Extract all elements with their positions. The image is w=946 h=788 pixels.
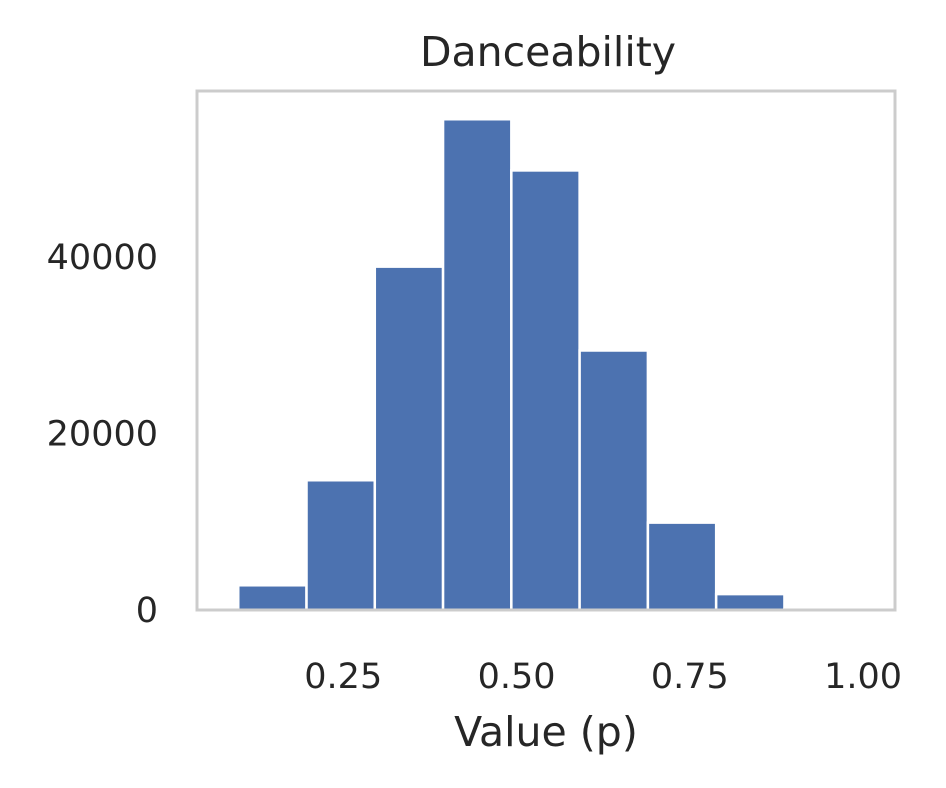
y-tick-label: 40000 (47, 238, 158, 278)
histogram-bar (441, 117, 513, 612)
plot-frame (195, 89, 897, 612)
x-tick-label: 0.25 (304, 657, 382, 697)
x-tick-label: 1.00 (824, 657, 902, 697)
histogram-bar (578, 349, 650, 612)
histogram-bar (714, 592, 786, 612)
y-tick-label: 0 (136, 591, 158, 631)
bars-group (168, 117, 854, 612)
chart-title: Danceability (420, 28, 676, 76)
histogram-bar (236, 584, 308, 612)
x-tick-label: 0.50 (478, 657, 556, 697)
y-tick-label: 20000 (47, 414, 158, 454)
x-ticks-group: 0.25 0.50 0.75 1.00 (304, 657, 902, 697)
y-ticks-group: 0 20000 40000 (47, 238, 158, 631)
histogram-bar (305, 479, 377, 612)
histogram-bar (646, 521, 718, 612)
x-tick-label: 0.75 (651, 657, 729, 697)
histogram-bar (510, 169, 581, 612)
histogram-bar (373, 265, 445, 612)
x-axis-label: Value (p) (454, 708, 638, 756)
